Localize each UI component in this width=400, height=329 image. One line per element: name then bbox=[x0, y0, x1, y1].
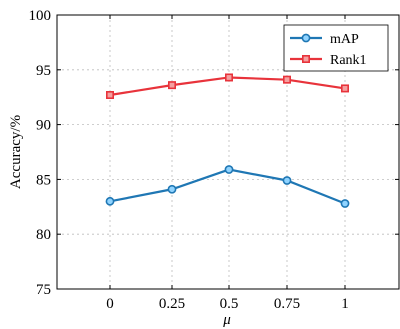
data-point-map bbox=[105, 196, 115, 206]
data-point-rank1 bbox=[106, 91, 115, 100]
legend-marker-map bbox=[301, 33, 311, 43]
legend: mAP Rank1 bbox=[283, 24, 389, 72]
data-point-map bbox=[340, 199, 350, 208]
plot-frame bbox=[56, 14, 400, 290]
axis-ticks: 75 80 85 90 95 100 0 0.25 0.5 0.75 1 bbox=[29, 8, 399, 312]
x-tick-label: 0.5 bbox=[220, 296, 239, 312]
y-tick-label: 85 bbox=[36, 172, 51, 188]
x-tick-label: 1 bbox=[341, 296, 349, 312]
data-point-rank1 bbox=[282, 75, 291, 84]
y-tick-label: 95 bbox=[36, 63, 51, 79]
data-point-rank1 bbox=[225, 73, 234, 82]
legend-box bbox=[283, 24, 389, 72]
legend-marker-rank1 bbox=[301, 54, 310, 63]
data-point-rank1 bbox=[168, 81, 177, 90]
series-line-map bbox=[109, 168, 346, 205]
y-axis-label: Accuracy/% bbox=[8, 115, 24, 189]
y-tick-label: 80 bbox=[36, 227, 51, 243]
x-tick-label: 0.25 bbox=[159, 296, 185, 312]
x-tick-label: 0 bbox=[106, 296, 114, 312]
x-tick-label: 0.75 bbox=[274, 296, 300, 312]
data-point-map bbox=[282, 176, 292, 185]
data-point-map bbox=[167, 184, 177, 194]
legend-label-rank1: Rank1 bbox=[330, 53, 367, 68]
y-tick-label: 90 bbox=[36, 118, 51, 134]
y-tick-label: 75 bbox=[36, 282, 51, 298]
x-axis-label: μ bbox=[222, 312, 231, 328]
legend-label-map: mAP bbox=[330, 32, 359, 47]
data-point-map bbox=[224, 165, 234, 174]
y-tick-label: 100 bbox=[29, 8, 52, 24]
series bbox=[105, 73, 350, 208]
data-point-rank1 bbox=[340, 84, 349, 93]
